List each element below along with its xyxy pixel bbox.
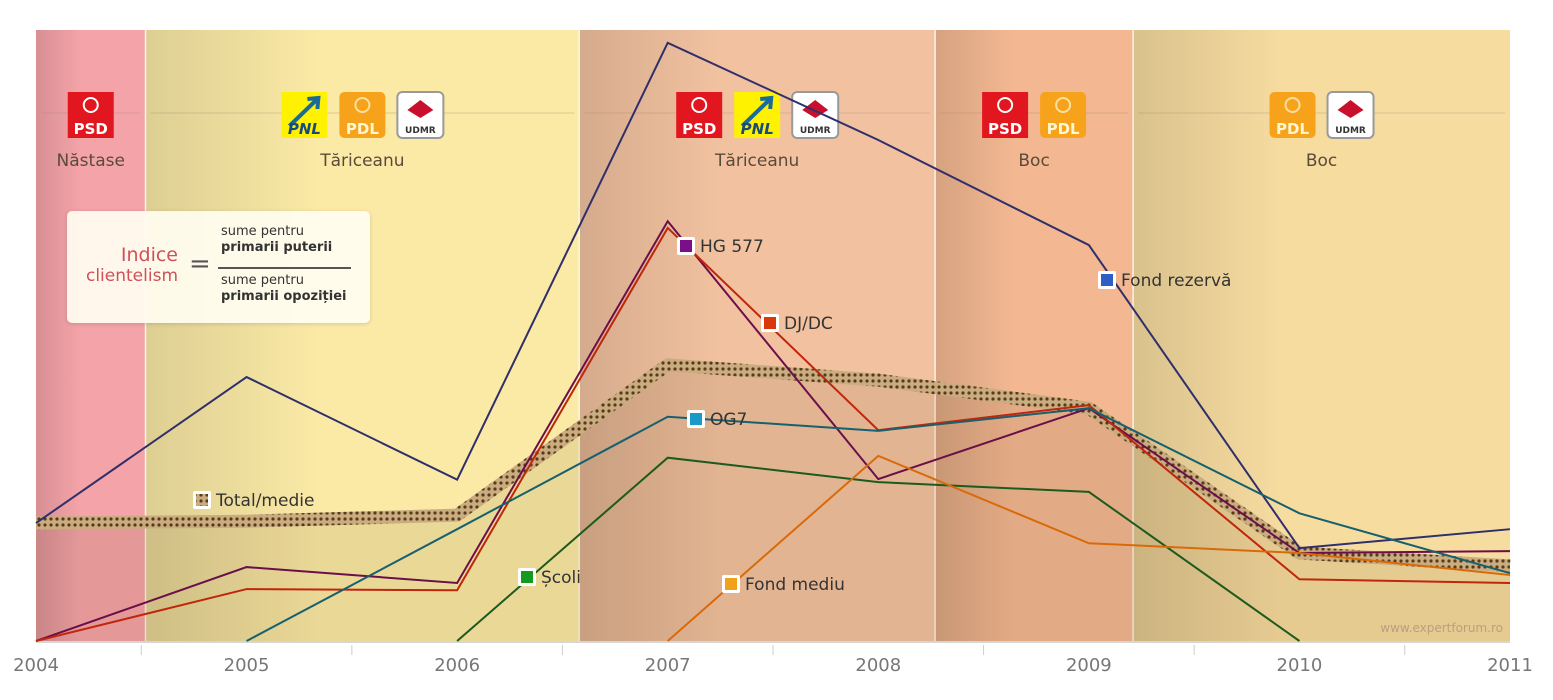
series-marker xyxy=(521,571,533,583)
party-logo-pdl xyxy=(1269,92,1316,138)
party-label: PDL xyxy=(346,120,379,138)
x-tick-label: 2006 xyxy=(434,655,480,676)
party-label: PDL xyxy=(1047,120,1080,138)
rose-icon xyxy=(997,97,1014,113)
series-line-og7 xyxy=(246,407,1511,642)
formula-num1: sume pentru xyxy=(221,224,304,239)
series-marker xyxy=(764,317,776,329)
formula-den2: primarii opoziției xyxy=(221,289,347,304)
formula-den1: sume pentru xyxy=(221,273,304,288)
party-label: PSD xyxy=(988,120,1022,138)
party-label: PSD xyxy=(682,120,716,138)
rose-icon xyxy=(1284,97,1301,113)
series-label: Fond mediu xyxy=(745,575,845,595)
party-label: UDMR xyxy=(1335,126,1366,136)
party-label: UDMR xyxy=(800,126,831,136)
x-tick-label: 2008 xyxy=(855,655,901,676)
series-marker xyxy=(690,413,702,425)
formula-clientelism: clientelism xyxy=(85,266,178,286)
pnl-arrow-icon xyxy=(287,95,321,128)
series-label: Școli xyxy=(541,568,581,588)
pnl-arrow-icon xyxy=(740,95,774,128)
series-marker xyxy=(196,494,208,506)
x-tick-label: 2010 xyxy=(1277,655,1323,676)
series-label: DJ/DC xyxy=(784,314,833,334)
party-label: PDL xyxy=(1276,120,1309,138)
series-line-fond-rezerv- xyxy=(35,41,1511,550)
party-label: PNL xyxy=(288,120,321,138)
rose-icon xyxy=(82,97,99,113)
x-tick-label: 2007 xyxy=(645,655,691,676)
prime-minister-label: Tăriceanu xyxy=(714,151,799,171)
x-tick-label: 2005 xyxy=(224,655,270,676)
party-logo-pdl xyxy=(339,92,386,138)
party-label: PNL xyxy=(741,120,774,138)
band-shade xyxy=(935,30,1134,641)
prime-minister-label: Năstase xyxy=(57,151,125,171)
series-marker xyxy=(725,578,737,590)
prime-minister-label: Boc xyxy=(1306,151,1337,171)
fraction-bar xyxy=(218,267,351,269)
x-tick-label: 2004 xyxy=(13,655,59,676)
prime-minister-label: Tăriceanu xyxy=(319,151,404,171)
series-label: HG 577 xyxy=(700,237,764,257)
rose-icon xyxy=(691,97,708,113)
formula-num2: primarii puterii xyxy=(221,240,333,255)
party-logo-psd xyxy=(67,92,114,138)
series-label: OG7 xyxy=(710,410,747,430)
x-tick-label: 2009 xyxy=(1066,655,1112,676)
formula-equals: = xyxy=(189,249,211,279)
series-marker xyxy=(1101,274,1113,286)
rose-icon xyxy=(1055,97,1072,113)
watermark: www.expertforum.ro xyxy=(1380,621,1503,635)
party-logo-psd xyxy=(982,92,1029,138)
total-area-shade xyxy=(36,364,1510,641)
formula-indice: Indice xyxy=(120,244,178,266)
series-marker xyxy=(680,240,692,252)
udmr-tulip-icon xyxy=(407,100,434,118)
x-tick-label: 2011 xyxy=(1487,655,1533,676)
band-shade xyxy=(1133,30,1510,641)
prime-minister-label: Boc xyxy=(1018,151,1049,171)
party-label: UDMR xyxy=(405,126,436,136)
series-label: Total/medie xyxy=(215,491,314,511)
party-logo-pdl xyxy=(1040,92,1087,138)
series-line--coli xyxy=(456,456,1301,642)
series-label: Fond rezervă xyxy=(1121,271,1231,291)
party-label: PSD xyxy=(74,120,108,138)
series-line-hg-577 xyxy=(35,219,1511,642)
rose-icon xyxy=(354,97,371,113)
udmr-tulip-icon xyxy=(1337,100,1364,118)
series-line-fond-mediu xyxy=(667,454,1511,642)
party-logo-psd xyxy=(676,92,723,138)
formula-box: Indice clientelism = sume pentru primarii … xyxy=(67,211,370,323)
baseline xyxy=(36,641,1510,643)
